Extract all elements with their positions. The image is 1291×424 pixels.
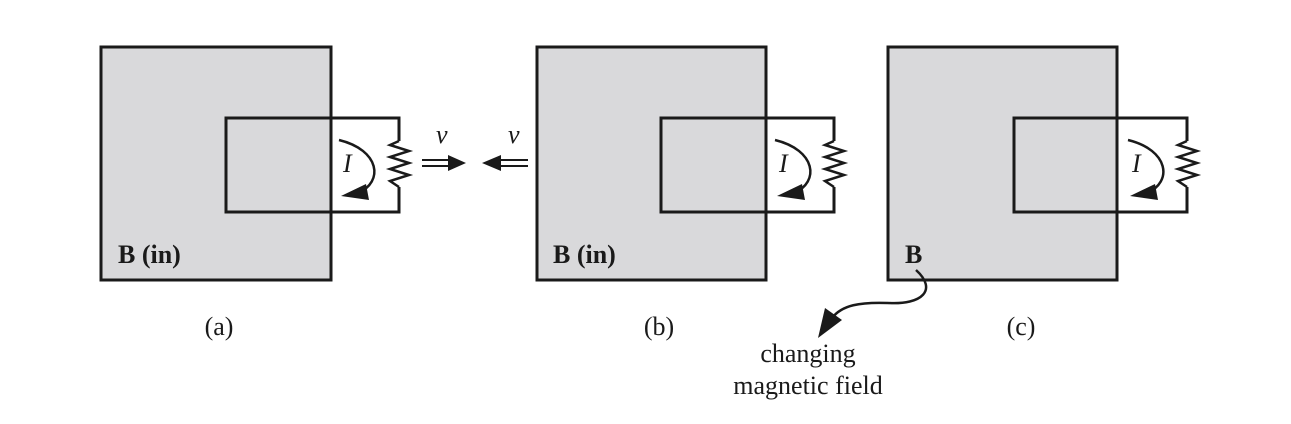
resistor-b (820, 139, 849, 189)
current-label-c: I (1131, 149, 1142, 178)
panel-a: I B (in) (a) v (99, 45, 466, 341)
current-arrowhead-a (341, 184, 369, 200)
magnetic-field-region-c (886, 45, 1119, 282)
current-label-b: I (778, 149, 789, 178)
current-arrowhead-c (1130, 184, 1158, 200)
velocity-arrow-a (422, 155, 466, 171)
annotation-pointer-head (818, 308, 842, 338)
magnetic-field-region-a (99, 45, 333, 282)
resistor-a (385, 139, 414, 189)
magnetic-field-region-b (535, 45, 768, 282)
velocity-label-a: v (436, 120, 448, 149)
circuit-loop-a (224, 116, 401, 214)
circuit-loop-c (1012, 116, 1189, 214)
velocity-arrow-b (482, 155, 528, 171)
panel-b: v I B (in) (b) (482, 45, 849, 341)
caption-b: (b) (644, 312, 674, 341)
annotation-line-1: changing (760, 339, 855, 368)
annotation-line-2: magnetic field (733, 371, 882, 400)
panel-c: I B (c) changing magnetic field (733, 45, 1202, 400)
current-arrowhead-b (777, 184, 805, 200)
annotation-pointer (831, 269, 928, 319)
resistor-c (1173, 139, 1202, 189)
velocity-label-b: v (508, 120, 520, 149)
field-label-c: B (905, 240, 922, 269)
caption-a: (a) (205, 312, 234, 341)
field-label-b: B (in) (553, 240, 616, 269)
caption-c: (c) (1007, 312, 1036, 341)
current-label-a: I (342, 149, 353, 178)
field-label-a: B (in) (118, 240, 181, 269)
circuit-loop-b (659, 116, 836, 214)
